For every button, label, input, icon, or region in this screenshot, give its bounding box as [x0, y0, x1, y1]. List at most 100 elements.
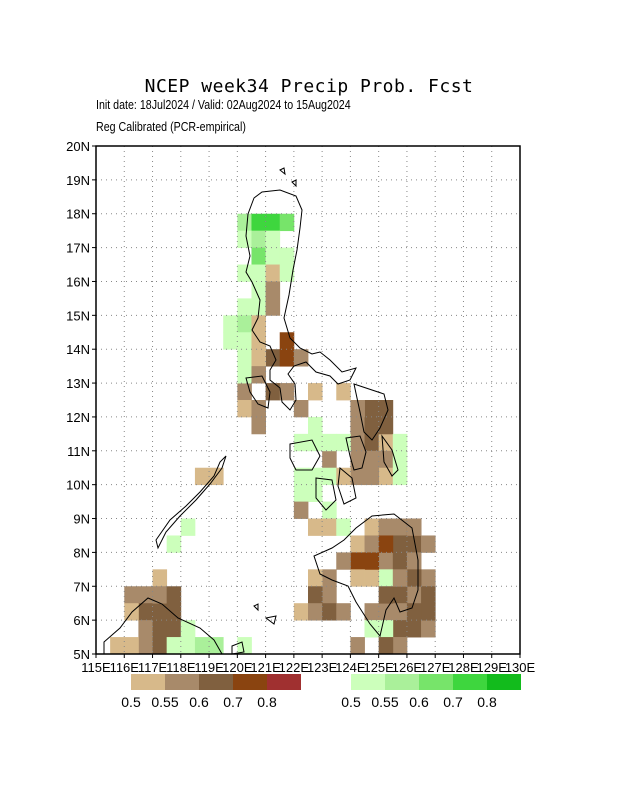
probability-cell [237, 264, 252, 282]
probability-cell [350, 535, 365, 553]
lat-tick-label: 12N [66, 410, 90, 425]
probability-cell [392, 518, 408, 536]
probability-cell [251, 281, 266, 299]
probability-cell [265, 298, 281, 316]
probability-cell [138, 586, 153, 604]
lat-tick-label: 15N [66, 308, 90, 323]
probability-cell [421, 603, 436, 621]
probability-cell [336, 518, 351, 536]
legend-label: 0.5 [341, 694, 361, 710]
lat-tick-label: 17N [66, 241, 90, 256]
probability-cell [180, 637, 196, 655]
probability-cell [279, 247, 295, 265]
probability-cell [308, 416, 323, 435]
probability-cell [237, 332, 252, 350]
probability-cell [392, 535, 408, 553]
probability-cell [392, 637, 408, 655]
probability-cell [350, 416, 365, 435]
lat-tick-label: 18N [66, 207, 90, 222]
probability-cell [392, 552, 408, 570]
legend-swatch [453, 674, 487, 690]
probability-cell [364, 416, 380, 435]
lat-tick-labels: 5N 6N 7N 8N 9N 10N 11N 12N 13N 14N 15N 16N 17N 18N 19N… [66, 139, 90, 662]
probability-cell [209, 637, 224, 655]
probability-cell [138, 603, 153, 621]
probability-cell [265, 281, 281, 299]
legend-label: 0.8 [257, 694, 277, 710]
probability-cell [392, 467, 408, 486]
probability-cell [378, 518, 394, 536]
probability-cell [378, 535, 394, 553]
legend-label: 0.7 [223, 694, 243, 710]
probability-cell [152, 569, 168, 587]
probability-cell [265, 349, 281, 367]
probability-cell [279, 383, 295, 401]
probability-cell [265, 383, 281, 401]
lat-tick-label: 19N [66, 173, 90, 188]
axis-ticks [92, 145, 521, 658]
probability-cell [293, 400, 309, 418]
probability-cell [279, 264, 295, 282]
calibration-label: Reg Calibrated (PCR-empirical) [96, 119, 246, 134]
legend-swatch [351, 674, 385, 690]
probability-cell [265, 230, 281, 248]
lon-tick-label: 126E [392, 660, 423, 675]
legend-label: 0.6 [189, 694, 209, 710]
probability-cell [322, 433, 337, 452]
lat-tick-label: 5N [73, 647, 90, 662]
probability-cell [378, 569, 394, 587]
probability-cell [237, 637, 252, 655]
probability-cell [124, 637, 139, 655]
probability-cell [378, 637, 394, 655]
probability-cell [392, 433, 408, 452]
probability-cell [308, 569, 323, 587]
probability-cell [251, 213, 266, 232]
probability-cell [237, 315, 252, 333]
lon-tick-label: 128E [448, 660, 479, 675]
probability-cell [421, 569, 436, 587]
probability-cell [251, 400, 266, 418]
probability-cell [322, 450, 337, 469]
probability-cell [265, 264, 281, 282]
probability-cell [251, 349, 266, 367]
probability-cell [421, 620, 436, 638]
probability-cell [279, 349, 295, 367]
dry-legend: 0.5 0.55 0.6 0.7 0.8 [121, 674, 301, 710]
probability-cell [166, 603, 182, 621]
probability-cell [378, 467, 394, 486]
lon-tick-label: 120E [222, 660, 253, 675]
probability-cell [223, 315, 238, 333]
probability-cell [166, 637, 182, 655]
legend-label: 0.6 [409, 694, 429, 710]
legend-swatch [233, 674, 267, 690]
probability-cell [336, 383, 351, 401]
probability-cell [308, 518, 323, 536]
probability-cell [237, 366, 252, 384]
probability-cell [322, 518, 337, 536]
legend-swatch [165, 674, 199, 690]
probability-cell [350, 637, 365, 655]
chart-title: NCEP week34 Precip Prob. Fcst [144, 76, 474, 97]
coastline [103, 167, 419, 655]
probability-cell [421, 586, 436, 604]
probability-cell [364, 518, 380, 536]
probability-cells [110, 213, 436, 655]
probability-cell [392, 569, 408, 587]
probability-cell [251, 315, 266, 333]
probability-cell [293, 501, 309, 519]
probability-cell [237, 349, 252, 367]
probability-cell [421, 535, 436, 553]
probability-cell [251, 247, 266, 265]
probability-cell [138, 620, 153, 638]
probability-cell [279, 213, 295, 232]
probability-cell [364, 603, 380, 621]
legend-swatch [419, 674, 453, 690]
lon-tick-label: 115E [81, 660, 111, 675]
probability-cell [378, 552, 394, 570]
lon-tick-label: 127E [420, 660, 451, 675]
probability-cell [152, 603, 168, 621]
probability-cell [378, 416, 394, 435]
probability-cell [152, 620, 168, 638]
probability-cell [406, 569, 422, 587]
probability-cell [293, 484, 309, 502]
